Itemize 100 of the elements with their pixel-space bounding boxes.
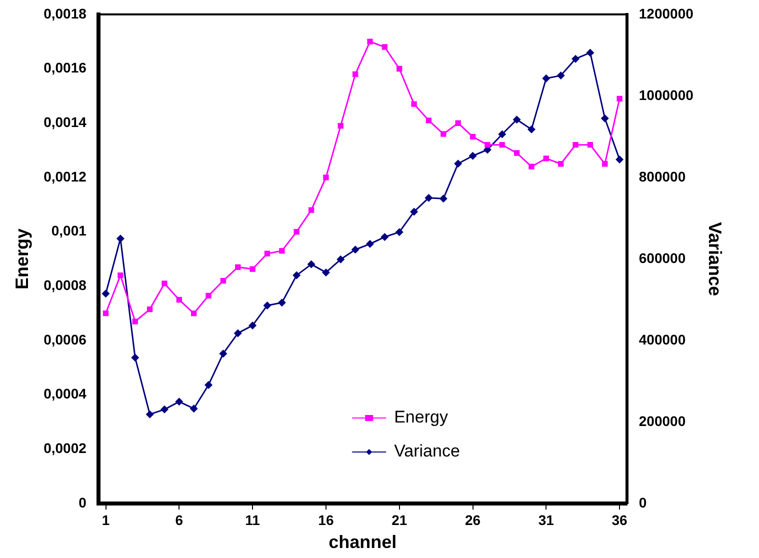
y2-axis-title: Variance: [705, 222, 726, 296]
point: [176, 296, 182, 303]
point: [160, 405, 168, 414]
point: [146, 410, 154, 418]
point: [263, 301, 272, 310]
point: [499, 142, 505, 148]
point: [543, 156, 549, 162]
point: [556, 72, 565, 80]
point: [131, 354, 140, 362]
point: [162, 280, 168, 286]
point: [440, 131, 446, 137]
point: [587, 142, 594, 148]
point: [351, 246, 360, 254]
point: [118, 272, 124, 278]
point: [338, 123, 344, 129]
point: [279, 248, 285, 254]
point: [308, 207, 314, 213]
point: [439, 194, 448, 203]
point: [498, 130, 506, 138]
point: [175, 398, 184, 406]
point: [294, 228, 300, 235]
point: [336, 255, 345, 264]
x-tick-label: 26: [464, 512, 481, 528]
point: [235, 264, 241, 270]
point: [220, 278, 226, 284]
point: [426, 118, 432, 124]
y2-tick-label: 200000: [638, 412, 686, 429]
y-axis-title: Energy: [12, 228, 32, 290]
y2-tick-label: 600000: [638, 250, 686, 266]
point: [264, 250, 270, 256]
legend-label: Variance: [394, 442, 460, 461]
point: [146, 306, 153, 312]
point: [248, 321, 257, 330]
x-tick-label: 36: [612, 512, 628, 528]
point: [396, 66, 402, 72]
point: [366, 240, 374, 248]
y2-tick-label: 1200000: [638, 5, 694, 22]
point: [470, 134, 476, 140]
legend-label: Energy: [394, 408, 448, 427]
point: [558, 161, 564, 167]
point: [424, 194, 433, 202]
point: [219, 350, 228, 358]
x-tick-label: 16: [318, 512, 334, 528]
point: [278, 298, 286, 307]
y2-tick-label: 0: [638, 494, 647, 510]
y-tick-label: 0,001: [51, 222, 87, 239]
point: [234, 329, 242, 338]
point: [528, 164, 534, 170]
point: [382, 44, 388, 50]
point: [132, 318, 138, 324]
point: [455, 120, 461, 126]
point: [380, 232, 389, 241]
x-tick-label: 11: [245, 512, 260, 528]
point: [410, 208, 418, 216]
point: [204, 380, 213, 389]
point: [250, 266, 256, 272]
point: [206, 292, 212, 299]
point: [572, 142, 578, 148]
y-tick-label: 0,0002: [44, 440, 87, 456]
point: [484, 142, 490, 148]
y-tick-label: 0: [78, 494, 87, 510]
point: [468, 152, 477, 160]
x-tick-label: 21: [392, 512, 408, 528]
x-axis-title: channel: [328, 532, 397, 552]
y2-tick-label: 400000: [638, 331, 686, 348]
point: [102, 310, 109, 316]
point: [454, 160, 462, 168]
y-tick-label: 0,0008: [44, 277, 87, 294]
point: [616, 96, 622, 102]
y-tick-label: 0,0016: [44, 60, 87, 76]
point: [191, 310, 197, 316]
point: [352, 71, 358, 78]
point: [323, 174, 329, 180]
point: [527, 125, 536, 134]
y-tick-label: 0,0006: [44, 331, 87, 348]
point: [411, 101, 417, 107]
point: [602, 161, 608, 167]
point: [600, 114, 609, 122]
point: [292, 271, 301, 280]
point: [322, 268, 330, 276]
point: [586, 48, 594, 57]
point: [190, 404, 198, 413]
point: [616, 156, 624, 164]
y-tick-label: 0,0012: [44, 168, 87, 184]
point: [572, 54, 580, 63]
y-tick-label: 0,0014: [44, 114, 87, 130]
point: [307, 260, 316, 268]
x-tick-label: 6: [175, 512, 184, 528]
point: [395, 228, 404, 236]
point: [542, 74, 550, 82]
point: [514, 150, 520, 156]
y-tick-label: 0,0004: [44, 386, 87, 402]
y-tick-label: 0,0018: [44, 5, 87, 22]
y2-tick-label: 1000000: [638, 86, 694, 103]
x-tick-label: 31: [538, 512, 554, 528]
point: [102, 290, 110, 298]
point: [367, 38, 373, 44]
point: [512, 116, 521, 124]
y2-tick-label: 800000: [638, 168, 686, 184]
x-tick-label: 1: [102, 512, 110, 528]
